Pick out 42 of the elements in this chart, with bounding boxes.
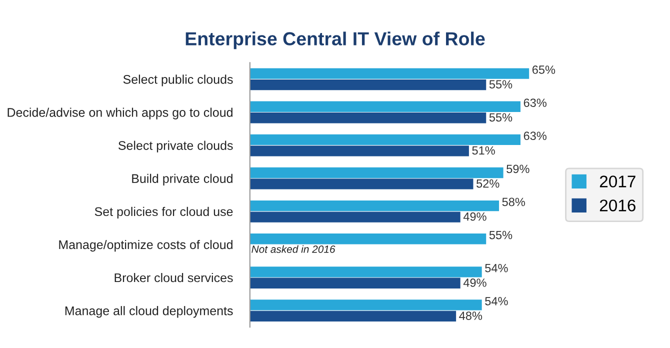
bar: [250, 178, 474, 190]
bar: [250, 278, 460, 288]
bar: [250, 146, 469, 156]
bar: [250, 134, 520, 146]
data-label: 59%: [506, 164, 530, 174]
y-tick-label: Select private clouds: [118, 140, 233, 152]
data-label: 55%: [489, 230, 512, 240]
bar: [250, 310, 456, 322]
data-label: 63%: [524, 98, 546, 107]
data-label: 63%: [524, 132, 546, 140]
data-label: 54%: [485, 264, 508, 272]
bar: [250, 234, 486, 244]
y-tick-label: Set policies for cloud use: [94, 206, 233, 219]
annotation: Not asked in 2016: [252, 245, 336, 253]
data-label: 54%: [485, 297, 508, 306]
data-label: 51%: [472, 146, 495, 155]
bar: [250, 101, 520, 112]
data-label: 65%: [532, 66, 556, 74]
bar: [250, 68, 530, 79]
data-label: 52%: [476, 179, 500, 188]
data-label: 55%: [489, 113, 512, 122]
data-label: 55%: [489, 80, 512, 89]
bar: [250, 212, 460, 222]
data-label: 49%: [463, 278, 486, 287]
bar: [250, 167, 504, 178]
data-label: 49%: [463, 212, 486, 221]
data-label: 48%: [459, 312, 482, 320]
bar: [250, 79, 486, 90]
legend-label: 2016: [600, 200, 636, 212]
y-tick-label: Select public clouds: [123, 74, 233, 86]
legend-label: 2017: [600, 176, 636, 188]
y-tick-label: Build private cloud: [132, 174, 232, 186]
bar: [250, 300, 482, 310]
bar: [250, 266, 482, 278]
y-tick-label: Manage/optimize costs of cloud: [59, 240, 232, 252]
y-tick-label: Decide/advise on which apps go to cloud: [8, 108, 232, 120]
y-tick-label: Broker cloud services: [114, 273, 233, 282]
y-tick-label: Manage all cloud deployments: [65, 306, 233, 318]
bar: [250, 112, 486, 124]
chart-title: Enterprise Central IT View of Role: [186, 32, 485, 50]
bar: [250, 200, 500, 212]
data-label: 58%: [502, 198, 526, 206]
